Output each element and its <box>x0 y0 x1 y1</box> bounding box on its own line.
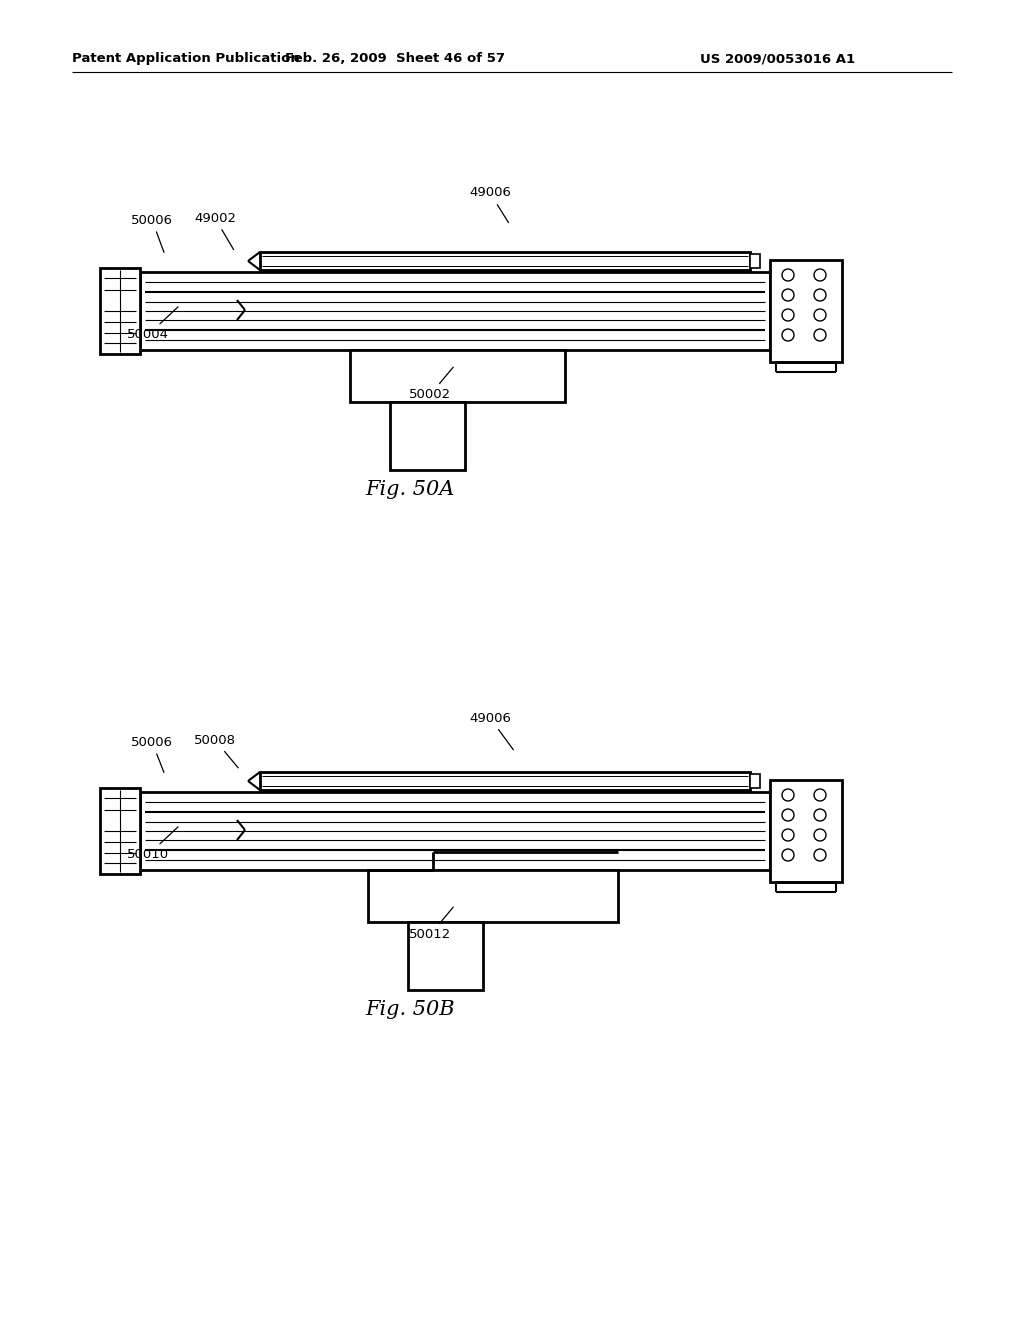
Text: Fig. 50A: Fig. 50A <box>366 480 455 499</box>
Text: 49002: 49002 <box>194 211 236 249</box>
Bar <box>350 350 565 403</box>
Bar <box>750 253 760 268</box>
Bar <box>368 870 618 921</box>
Text: 49006: 49006 <box>469 711 513 750</box>
Bar <box>770 780 842 882</box>
Text: 50006: 50006 <box>131 214 173 252</box>
Text: 49006: 49006 <box>469 186 511 223</box>
Bar <box>140 272 770 350</box>
Bar <box>260 772 750 789</box>
Text: 50012: 50012 <box>409 907 454 941</box>
Text: Fig. 50B: Fig. 50B <box>366 1001 455 1019</box>
Bar <box>408 921 483 990</box>
Text: 50010: 50010 <box>127 826 178 862</box>
Text: 50006: 50006 <box>131 735 173 772</box>
Text: US 2009/0053016 A1: US 2009/0053016 A1 <box>700 51 855 65</box>
Bar <box>100 788 140 874</box>
Bar <box>140 792 770 870</box>
Bar <box>390 403 465 470</box>
Text: 50004: 50004 <box>127 308 178 342</box>
Text: 50008: 50008 <box>194 734 239 768</box>
Bar <box>750 774 760 788</box>
Bar <box>260 252 750 271</box>
Bar <box>100 268 140 354</box>
Text: Patent Application Publication: Patent Application Publication <box>72 51 300 65</box>
Text: Feb. 26, 2009  Sheet 46 of 57: Feb. 26, 2009 Sheet 46 of 57 <box>285 51 505 65</box>
Text: 50002: 50002 <box>409 367 454 401</box>
Bar <box>770 260 842 362</box>
